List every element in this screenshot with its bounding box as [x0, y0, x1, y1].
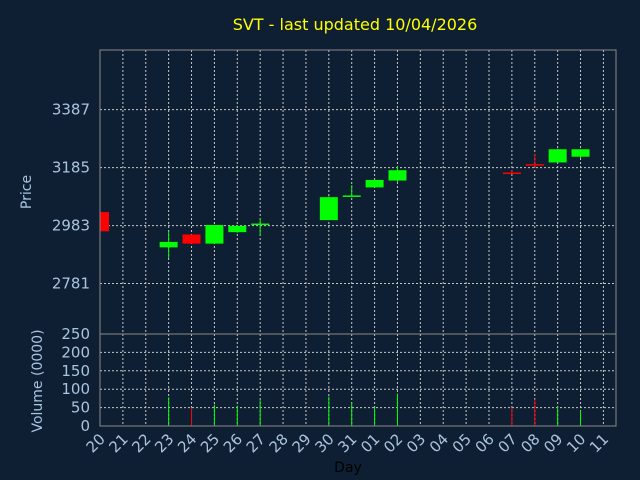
price-tick-label: 3185	[52, 159, 90, 177]
volume-tick-label: 0	[80, 417, 90, 435]
volume-tick-label: 100	[61, 380, 90, 398]
candle-body	[228, 225, 247, 233]
price-axis: 2781 2983 3185 3387	[52, 101, 90, 293]
price-grid	[99, 50, 616, 334]
price-tick-label: 3387	[52, 101, 90, 119]
volume-tick-label: 200	[61, 343, 90, 361]
price-tick-label: 2781	[52, 275, 90, 293]
volume-panel-frame	[99, 333, 617, 427]
candle-body	[342, 195, 361, 197]
candle-body	[365, 179, 384, 188]
price-panel: 2781 2983 3185 3387	[52, 49, 617, 335]
x-axis: 2021222324252627282930310102030405060708…	[83, 430, 613, 456]
volume-tick-label: 150	[61, 362, 90, 380]
candle-body	[251, 223, 270, 226]
candle-body	[100, 212, 109, 232]
candle-body	[571, 149, 590, 157]
x-axis-label: Day	[334, 460, 362, 476]
volume-axis-label: Volume (0000)	[30, 329, 46, 432]
price-tick-label: 2983	[52, 217, 90, 235]
chart-title: SVT - last updated 10/04/2026	[233, 15, 478, 34]
candle-body	[502, 172, 521, 174]
candle-body	[159, 241, 178, 248]
volume-tick-label: 250	[61, 325, 90, 343]
y-axis-label: Price	[19, 175, 35, 209]
candle-body	[388, 170, 407, 181]
candle-body	[182, 234, 201, 244]
volume-bars	[168, 393, 582, 426]
candle-body	[319, 197, 338, 221]
candle-body	[205, 224, 224, 244]
candle-body	[548, 149, 567, 163]
candle-body	[525, 164, 544, 166]
volume-tick-label: 50	[71, 399, 90, 417]
candles	[99, 148, 590, 258]
